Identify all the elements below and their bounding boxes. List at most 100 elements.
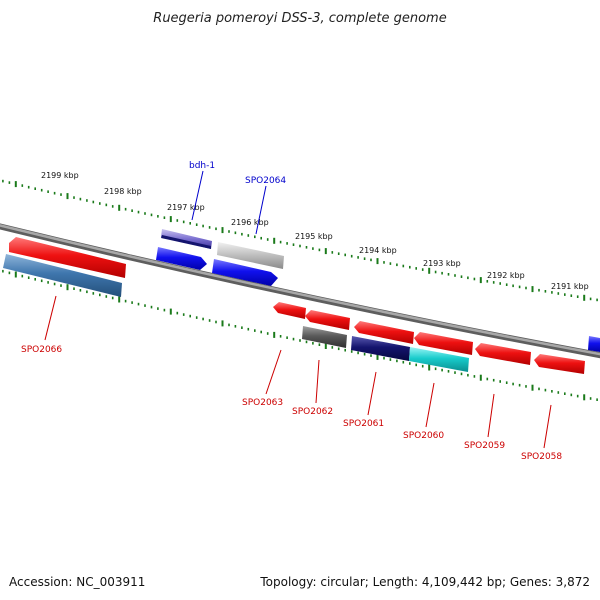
gene-label-bdh1[interactable]: bdh-1 — [189, 161, 215, 171]
gene-label-spo2063[interactable]: SPO2063 — [242, 398, 283, 408]
outer-minor-tick — [363, 257, 366, 260]
outer-minor-tick — [60, 193, 62, 196]
outer-minor-tick — [137, 210, 140, 214]
inner-minor-tick — [409, 362, 411, 365]
inner-minor-tick — [299, 339, 301, 342]
gene-spo2061[interactable] — [351, 336, 410, 361]
outer-minor-tick — [383, 261, 385, 264]
inner-major-tick — [531, 384, 534, 391]
outer-minor-tick — [254, 235, 256, 239]
gene-spo2060-top[interactable] — [414, 332, 473, 355]
gene-bdh1[interactable] — [156, 247, 207, 270]
gene-spo2059[interactable] — [475, 343, 531, 365]
inner-minor-tick — [137, 302, 140, 306]
outer-major-tick — [428, 267, 431, 274]
outer-minor-tick — [21, 184, 24, 187]
inner-minor-tick — [525, 385, 527, 388]
inner-minor-tick — [344, 348, 346, 352]
outer-minor-tick — [344, 253, 346, 257]
outer-minor-tick — [505, 283, 508, 286]
outer-minor-tick — [337, 252, 340, 255]
inner-minor-tick — [60, 284, 62, 287]
inner-minor-tick — [157, 307, 159, 310]
outer-minor-tick — [396, 263, 398, 267]
outer-minor-tick — [79, 197, 82, 201]
outer-minor-tick — [447, 273, 450, 276]
inner-major-tick — [479, 374, 482, 381]
inner-minor-tick — [421, 364, 424, 368]
gene-edge-right[interactable] — [588, 336, 600, 352]
inner-minor-tick — [208, 319, 211, 322]
outer-minor-tick — [144, 212, 146, 215]
outer-minor-tick — [318, 248, 321, 252]
gene-label-spo2059[interactable]: SPO2059 — [464, 441, 505, 451]
outer-major-tick — [221, 227, 224, 234]
outer-minor-tick — [73, 196, 75, 199]
gene-spo2062-top[interactable] — [305, 310, 350, 330]
gene-spo2060[interactable] — [409, 347, 469, 372]
outer-minor-tick — [415, 267, 417, 270]
outer-major-tick — [531, 286, 534, 293]
kbp-label-2197: 2197 kbp — [167, 203, 205, 212]
gene-labels: bdh-1 SPO2064 SPO2066 SPO2063 SPO2062 SP… — [21, 161, 562, 462]
outer-minor-tick — [312, 247, 314, 250]
outer-minor-tick — [454, 274, 456, 277]
inner-minor-tick — [131, 301, 133, 304]
outer-major-tick — [583, 294, 586, 301]
leader-spo2059 — [487, 393, 495, 438]
inner-minor-tick — [163, 308, 166, 312]
inner-minor-tick — [589, 397, 592, 400]
outer-minor-tick — [557, 292, 560, 295]
gene-spo2064-top[interactable] — [217, 242, 284, 269]
inner-minor-tick — [441, 368, 443, 372]
inner-minor-tick — [473, 375, 476, 378]
gene-spo2064[interactable] — [212, 259, 278, 286]
outer-minor-tick — [589, 297, 592, 301]
kbp-label-2192: 2192 kbp — [487, 271, 525, 280]
gene-spo2063[interactable] — [273, 302, 306, 319]
inner-minor-tick — [505, 381, 508, 384]
inner-minor-tick — [195, 316, 198, 319]
outer-minor-tick — [111, 205, 114, 208]
gene-label-spo2062[interactable]: SPO2062 — [292, 407, 333, 417]
inner-minor-tick — [215, 320, 217, 324]
kbp-label-2191: 2191 kbp — [551, 282, 589, 291]
inner-minor-tick — [40, 279, 43, 283]
inner-minor-tick — [144, 304, 146, 307]
outer-minor-tick — [208, 226, 211, 229]
outer-major-tick — [118, 204, 121, 211]
inner-major-tick — [169, 308, 172, 315]
gene-spo2066[interactable] — [3, 254, 122, 297]
inner-minor-tick — [27, 276, 30, 279]
kbp-label-2199: 2199 kbp — [41, 171, 79, 180]
outer-minor-tick — [570, 294, 573, 297]
inner-minor-tick — [337, 347, 340, 351]
outer-minor-tick — [202, 224, 204, 228]
outer-minor-tick — [305, 246, 308, 249]
inner-major-tick — [583, 394, 586, 401]
outer-minor-tick — [105, 203, 108, 207]
gene-spo2061-top[interactable] — [354, 321, 414, 344]
gene-spo2066-top[interactable] — [9, 237, 126, 278]
inner-minor-tick — [551, 390, 553, 393]
outer-minor-tick — [40, 188, 43, 192]
outer-minor-tick — [402, 264, 405, 268]
gene-label-spo2060[interactable]: SPO2060 — [403, 431, 444, 441]
kbp-label-2196: 2196 kbp — [231, 218, 269, 227]
inner-minor-tick — [241, 326, 243, 329]
gene-label-spo2066[interactable]: SPO2066 — [21, 345, 62, 355]
outer-major-tick — [479, 277, 482, 284]
gene-label-spo2058[interactable]: SPO2058 — [521, 452, 562, 462]
outer-minor-tick — [228, 230, 230, 233]
gene-spo2058[interactable] — [534, 354, 585, 374]
gene-label-spo2061[interactable]: SPO2061 — [343, 419, 384, 429]
inner-major-tick — [324, 343, 327, 349]
outer-minor-tick — [92, 200, 95, 204]
inner-minor-tick — [247, 327, 250, 331]
outer-minor-tick — [421, 268, 424, 271]
gene-label-spo2064[interactable]: SPO2064 — [245, 176, 286, 186]
inner-minor-tick — [492, 378, 495, 382]
gene-spo2062[interactable] — [302, 326, 347, 348]
outer-minor-tick — [150, 213, 153, 217]
leader-spo2058 — [543, 404, 552, 449]
